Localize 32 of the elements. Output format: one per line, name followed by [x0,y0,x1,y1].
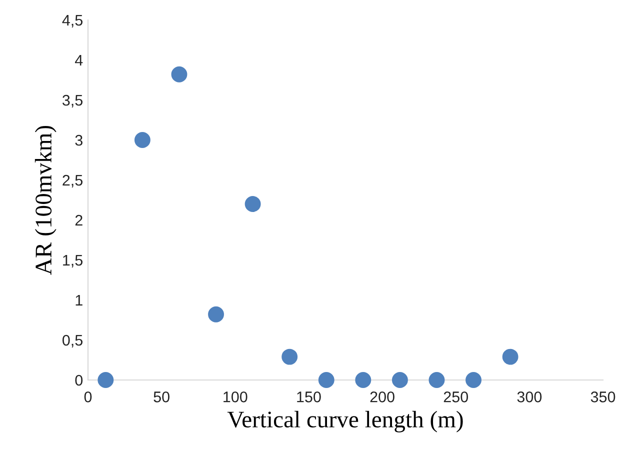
y-tick-label: 3 [75,134,82,146]
y-tick-label: 1 [76,295,82,306]
x-axis-title: Vertical curve length (m) [227,410,463,432]
point [244,196,261,212]
point [98,372,114,388]
x-tick-label: 0 [84,392,92,402]
y-tick-label: 1,5 [63,255,82,268]
point [502,348,518,365]
y-tick-label: 4 [74,55,83,66]
point [392,372,408,388]
y-tick-label: 0 [75,374,83,386]
y-tick-label: 4,5 [62,15,82,28]
point [428,372,445,388]
y-tick-label: 2 [75,214,82,226]
y-axis-title: AR (100mvkm) [34,126,56,275]
y-tick-label: 3,5 [62,94,82,108]
x-tick-label: 50 [154,392,170,402]
point [208,306,224,322]
point [355,372,372,388]
y-tick-label: 2,5 [62,174,82,188]
point [282,348,298,365]
point [171,66,188,82]
x-tick-label: 250 [444,392,468,402]
x-tick-label: 100 [224,392,248,402]
point [134,132,150,148]
x-tick-label: 150 [297,392,321,402]
point [466,372,482,388]
x-tick-label: 350 [590,392,616,402]
point [318,372,334,388]
x-tick-label: 200 [370,392,394,402]
x-tick-label: 300 [517,392,542,402]
y-tick-label: 0,5 [62,334,82,348]
